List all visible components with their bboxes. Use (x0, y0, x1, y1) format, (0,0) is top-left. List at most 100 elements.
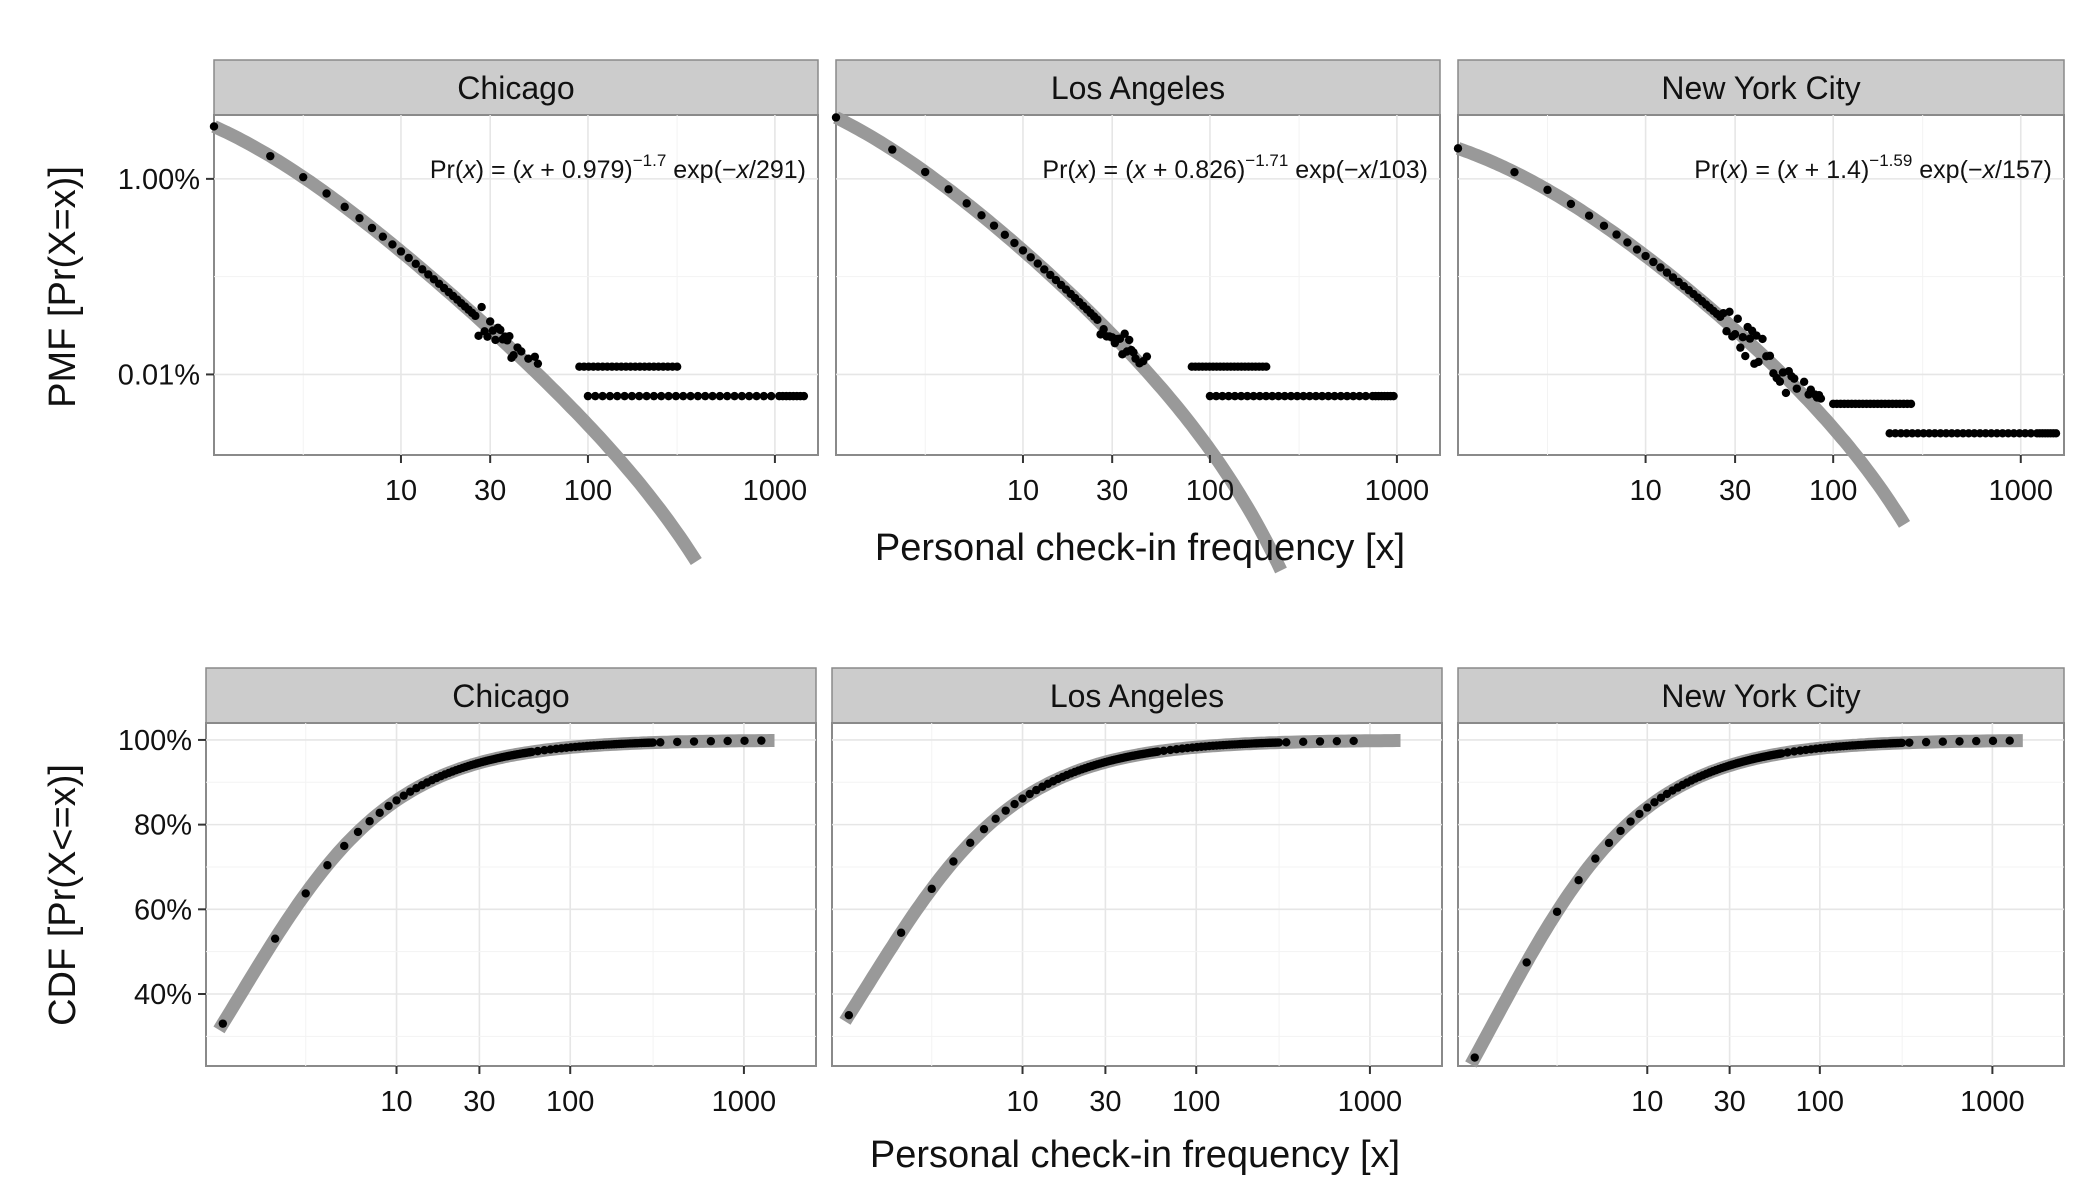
x-tick-label: 1000 (743, 475, 808, 507)
data-point (533, 746, 542, 756)
data-point (1543, 185, 1552, 195)
pmf-y-axis-title: PMF [Pr(X=x)] (42, 166, 84, 408)
data-point (1282, 738, 1291, 747)
data-point (1745, 334, 1755, 343)
strip-label-cdf-new-york-city: New York City (1661, 678, 1860, 714)
data-point (1268, 391, 1277, 401)
data-point (471, 311, 480, 321)
formula-part: x (736, 156, 751, 184)
ticks-cdf-chicago: 10 30 100 1000 100% 80% 60% 40% (118, 725, 776, 1118)
data-point (673, 737, 682, 747)
panel-cdf-los-angeles: Los Angeles 10 30 100 1000 (831, 667, 1443, 1118)
data-point (1643, 803, 1652, 812)
data-point (1972, 736, 1981, 746)
points-cdf-new-york-city (1470, 736, 2014, 1062)
data-point (517, 347, 526, 356)
formula-part: + 0.826) (1146, 156, 1245, 184)
data-point (1566, 199, 1576, 209)
data-point (1315, 737, 1325, 746)
data-point (1159, 746, 1168, 755)
data-point (355, 213, 364, 223)
data-point (657, 391, 666, 401)
data-point (1816, 394, 1826, 403)
data-point (605, 391, 615, 401)
data-point (1261, 391, 1271, 401)
ticks-pmf-new-york-city: 10 30 100 1000 (1629, 455, 2053, 507)
x-tick-label: 30 (1713, 1086, 1745, 1118)
data-point (1799, 377, 1809, 386)
data-point (1649, 257, 1658, 267)
data-point (1361, 391, 1370, 401)
data-point (989, 221, 999, 230)
formula-pmf-los-angeles: Pr(x) = (x + 0.826)−1.71 exp(−x/103) (1042, 151, 1428, 184)
x-tick-label: 10 (380, 1086, 412, 1118)
plot-area-pmf-new-york-city (1457, 114, 2065, 456)
data-point (1758, 334, 1767, 344)
data-point (598, 391, 607, 401)
data-point (656, 738, 665, 747)
data-point (1641, 251, 1650, 261)
data-point (1355, 391, 1364, 401)
data-point (524, 354, 533, 363)
data-point (759, 391, 769, 401)
data-point (1733, 314, 1742, 323)
data-point (367, 223, 377, 233)
data-point (1026, 253, 1035, 262)
data-point (591, 391, 600, 401)
x-tick-label: 1000 (1338, 1086, 1403, 1118)
formula-text: Pr(x) = (x + 1.4)−1.59 exp(−x/157) (1694, 151, 2052, 184)
data-point (505, 331, 514, 341)
x-tick-label: 10 (1007, 475, 1039, 507)
y-tick-label: 100% (118, 725, 192, 757)
data-point (752, 391, 761, 401)
strip-cdf-new-york-city (1457, 667, 2065, 724)
data-point (1754, 357, 1763, 367)
data-point (1938, 737, 1948, 746)
data-point (1510, 167, 1519, 177)
data-point (1218, 391, 1227, 401)
data-point (491, 335, 500, 345)
data-point (1722, 327, 1731, 336)
data-point (1656, 793, 1666, 803)
data-point (649, 391, 659, 401)
panel-pmf-los-angeles: Los Angeles 10 30 100 1000 Pr(x) = (x + 0.8… (831, 59, 1441, 574)
y-tick-label: 40% (134, 979, 192, 1011)
ticks-pmf-chicago: 10 30 100 1000 1.00% 0.01% (118, 164, 807, 507)
data-point (1897, 738, 1907, 748)
data-point (1599, 221, 1609, 230)
data-point (365, 817, 374, 826)
data-point (949, 857, 958, 866)
panel-pmf-new-york-city: New York City 10 30 100 1000 Pr(x) = (x + 1… (1453, 59, 2065, 528)
data-point (1224, 391, 1233, 401)
data-point (1033, 259, 1042, 268)
data-point (1662, 268, 1672, 277)
data-point (921, 167, 930, 177)
data-point (1552, 907, 1562, 916)
data-point (399, 791, 408, 800)
data-point (671, 391, 681, 401)
strip-label-pmf-chicago: Chicago (457, 70, 574, 106)
strip-cdf-chicago (205, 667, 817, 724)
y-tick-label: 1.00% (118, 164, 200, 196)
formula-text: Pr(x) = (x + 0.979)−1.7 exp(−x/291) (430, 151, 806, 184)
x-tick-label: 1000 (1989, 475, 2054, 507)
data-point (1286, 391, 1296, 401)
data-point (613, 391, 622, 401)
data-point (1249, 391, 1258, 401)
data-point (404, 253, 413, 263)
data-point (1584, 211, 1594, 220)
data-point (1099, 325, 1108, 334)
x-tick-label: 100 (1809, 475, 1857, 507)
data-point (340, 202, 349, 212)
data-point (799, 391, 809, 401)
data-point (708, 391, 717, 401)
data-point (270, 934, 280, 943)
data-point (620, 391, 629, 401)
data-point (1166, 745, 1175, 755)
formula-part: ) = ( (1740, 156, 1786, 184)
data-point (540, 746, 549, 755)
data-point (1790, 374, 1799, 383)
data-point (1001, 806, 1010, 815)
